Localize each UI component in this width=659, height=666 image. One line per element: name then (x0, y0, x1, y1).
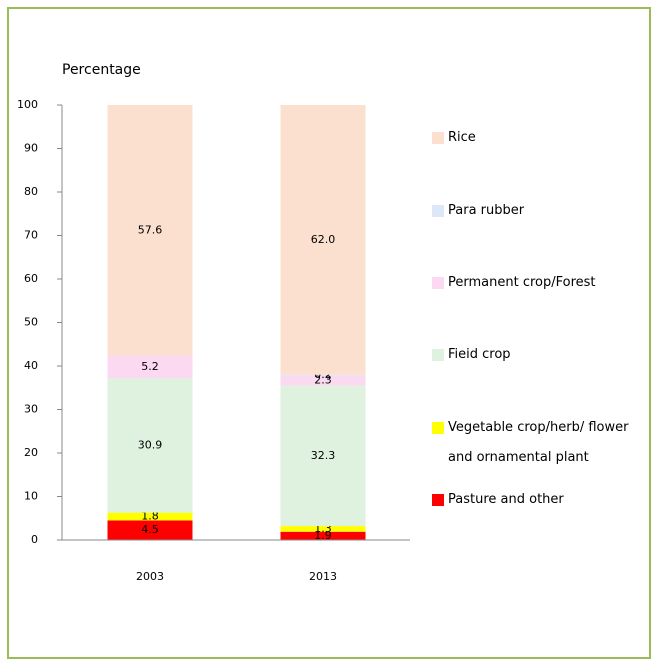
y-tick-label: 10 (24, 490, 38, 503)
y-tick-label: 90 (24, 142, 38, 155)
y-tick-label: 100 (17, 98, 38, 111)
data-label: 4.5 (141, 523, 159, 536)
x-tick-label: 2013 (309, 570, 337, 583)
y-axis-label: Percentage (62, 62, 141, 78)
data-label: 62.0 (311, 233, 336, 246)
data-label: 5.2 (141, 360, 159, 373)
legend-swatch (432, 349, 444, 361)
legend-swatch (432, 277, 444, 289)
legend-label: Permanent crop/Forest (448, 275, 596, 290)
y-tick-label: 30 (24, 403, 38, 416)
bar-segment (280, 375, 366, 386)
legend-swatch (432, 494, 444, 506)
frame (7, 7, 651, 659)
legend-item: Permanent crop/Forest (430, 268, 655, 298)
x-tick-label: 2003 (136, 570, 164, 583)
y-tick-label: 60 (24, 272, 38, 285)
legend-swatch (432, 205, 444, 217)
legend-label: Fieid crop (448, 347, 511, 362)
bar-segment (280, 385, 366, 527)
data-label: 1.8 (141, 510, 159, 523)
legend-label: Pasture and other (448, 492, 564, 507)
bar-segment (280, 105, 366, 375)
data-label: 2.3 (314, 374, 332, 387)
bar-segment (107, 520, 193, 540)
bar-segment (280, 531, 366, 540)
legend-swatch (432, 422, 444, 434)
bar-segment (107, 512, 193, 521)
legend-label: Vegetable crop/herb/ flower and ornament… (448, 420, 629, 465)
data-label: 57.6 (138, 223, 163, 236)
legend-label: Para rubber (448, 203, 525, 218)
y-tick-label: 20 (24, 446, 38, 459)
y-tick-label: 40 (24, 359, 38, 372)
bar-segment (107, 105, 193, 356)
legend-item: Fieid crop (430, 340, 655, 370)
bar-segment (280, 526, 366, 532)
y-tick-label: 0 (31, 533, 38, 546)
legend-label: Rice (448, 130, 476, 145)
legend-item: Para rubber (430, 196, 655, 226)
legend-item: Rice (430, 123, 655, 153)
data-label: 30.9 (138, 438, 163, 451)
legend-item: Pasture and other (430, 485, 655, 515)
legend-swatch (432, 132, 444, 144)
bar-segment (107, 378, 193, 513)
data-label: 1.9 (314, 529, 332, 542)
legend-item: Vegetable crop/herb/ flower and ornament… (430, 413, 655, 473)
bar-segment (107, 355, 193, 379)
y-tick-label: 50 (24, 316, 38, 329)
bar-segment (280, 374, 366, 376)
y-tick-label: 70 (24, 229, 38, 242)
data-label: 32.3 (311, 449, 336, 462)
y-tick-label: 80 (24, 185, 38, 198)
